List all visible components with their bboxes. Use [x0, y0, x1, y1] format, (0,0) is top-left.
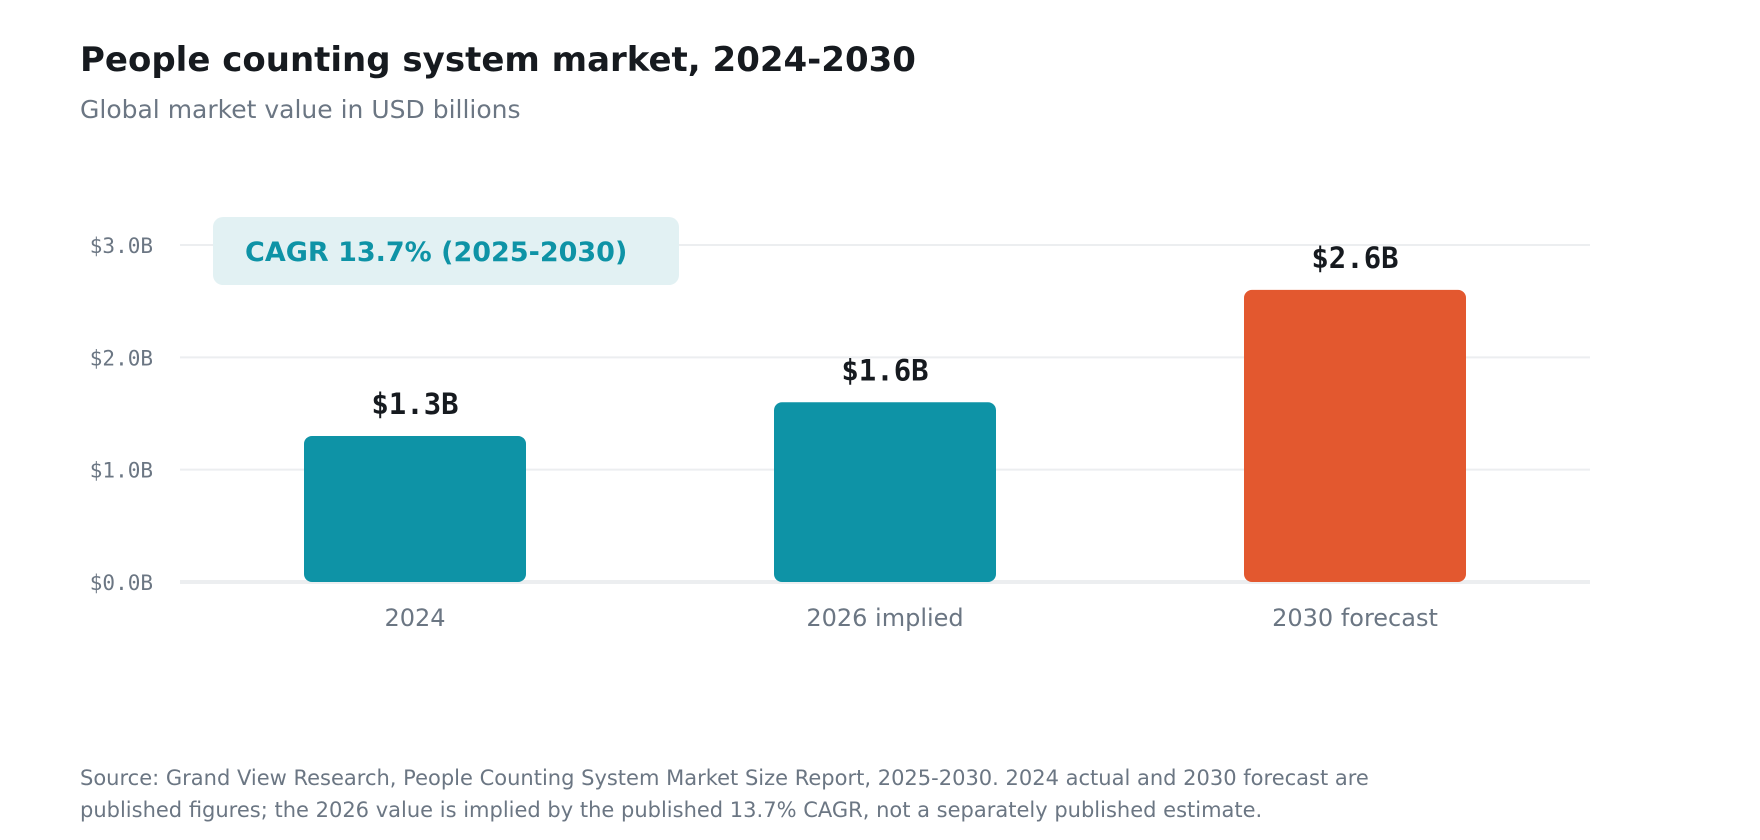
value-labels: $1.3B $1.6B $2.6B [371, 241, 1398, 421]
y-tick-label: $2.0B [90, 346, 153, 370]
y-tick-label: $0.0B [90, 571, 153, 595]
cagr-annotation-label: CAGR 13.7% (2025-2030) [245, 237, 627, 268]
bars [304, 289, 1466, 582]
bar [1244, 289, 1466, 582]
source-note: Source: Grand View Research, People Coun… [80, 762, 1580, 826]
bar-value-label: $2.6B [1311, 241, 1398, 275]
cagr-annotation: CAGR 13.7% (2025-2030) [213, 217, 679, 285]
chart-title: People counting system market, 2024-2030 [80, 40, 916, 80]
bar-value-label: $1.3B [371, 387, 458, 421]
bar-chart: $0.0B $1.0B $2.0B $3.0B CAGR 13.7% (2025-20… [90, 217, 1590, 632]
y-tick-label: $1.0B [90, 459, 153, 483]
bar [304, 435, 526, 582]
y-axis-ticks: $0.0B $1.0B $2.0B $3.0B [90, 234, 153, 595]
x-axis-ticks: 2024 2026 implied 2030 forecast [384, 604, 1437, 632]
cagr-annotation-box [213, 217, 679, 285]
x-tick-label: 2026 implied [806, 604, 963, 632]
source-note-line-2: published figures; the 2026 value is imp… [80, 798, 1263, 822]
chart-subtitle: Global market value in USD billions [80, 95, 521, 124]
bar-value-label: $1.6B [841, 353, 928, 387]
x-tick-label: 2024 [384, 604, 445, 632]
source-note-line-1: Source: Grand View Research, People Coun… [80, 766, 1369, 790]
bar [774, 402, 996, 582]
x-tick-label: 2030 forecast [1272, 604, 1438, 632]
y-tick-label: $3.0B [90, 234, 153, 258]
